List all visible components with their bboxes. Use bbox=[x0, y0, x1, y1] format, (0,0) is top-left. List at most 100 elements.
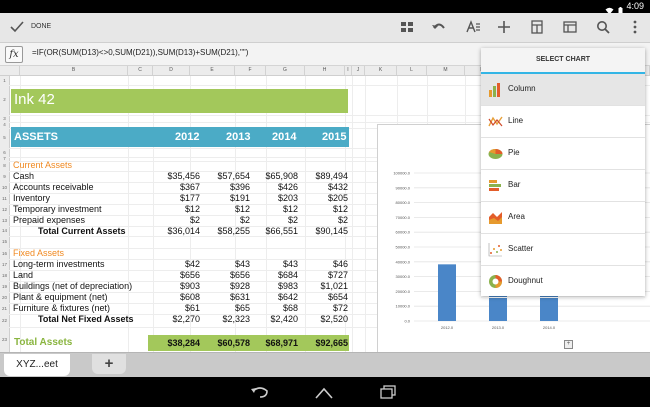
text-format-icon[interactable] bbox=[464, 18, 482, 36]
row-header-cell[interactable]: 2 bbox=[0, 85, 10, 115]
row-header-cell[interactable]: 7 bbox=[0, 156, 10, 161]
y-tick-label: 10000.0 bbox=[396, 304, 411, 309]
chart-option-area[interactable]: Area bbox=[481, 202, 645, 234]
row-header-cell[interactable]: 11 bbox=[0, 193, 10, 204]
chart-option-line[interactable]: Line bbox=[481, 106, 645, 138]
total-assets-band[interactable] bbox=[148, 335, 349, 351]
chart-bar[interactable] bbox=[438, 264, 456, 321]
asset-value: $983 bbox=[277, 281, 298, 291]
cell-format-icon[interactable] bbox=[398, 18, 416, 36]
recent-apps-icon[interactable] bbox=[380, 385, 396, 399]
asset-value: $205 bbox=[327, 193, 348, 203]
row-header-cell[interactable]: 20 bbox=[0, 292, 10, 303]
column-header-cell[interactable]: E bbox=[190, 66, 235, 75]
row-header-cell[interactable]: 6 bbox=[0, 148, 10, 157]
asset-value: $89,494 bbox=[315, 171, 348, 181]
line-chart-icon bbox=[488, 114, 503, 129]
row-header-cell[interactable]: 17 bbox=[0, 259, 10, 270]
chart-resize-handle[interactable]: + bbox=[564, 340, 573, 349]
row-header-cell[interactable]: 14 bbox=[0, 226, 10, 236]
overflow-menu-icon[interactable] bbox=[626, 18, 644, 36]
asset-value: $656 bbox=[229, 270, 250, 280]
row-header-cell[interactable]: 19 bbox=[0, 281, 10, 292]
back-icon[interactable] bbox=[250, 385, 270, 399]
asset-label: Long-term investments bbox=[13, 259, 105, 269]
asset-value: $1,021 bbox=[320, 281, 348, 291]
insert-icon[interactable] bbox=[495, 18, 513, 36]
insert-column-icon[interactable] bbox=[528, 18, 546, 36]
column-header-cell[interactable]: B bbox=[20, 66, 128, 75]
battery-icon bbox=[618, 2, 623, 15]
chart-option-scatter[interactable]: Scatter bbox=[481, 234, 645, 266]
column-header-cell[interactable]: H bbox=[305, 66, 345, 75]
column-header-cell[interactable]: D bbox=[153, 66, 190, 75]
chart-option-doughnut[interactable]: Doughnut bbox=[481, 266, 645, 298]
chart-option-column[interactable]: Column bbox=[481, 74, 645, 106]
column-header-cell[interactable]: J bbox=[352, 66, 365, 75]
row-header-cell[interactable]: 8 bbox=[0, 161, 10, 171]
home-icon[interactable] bbox=[314, 386, 334, 399]
chart-option-label: Area bbox=[508, 212, 525, 221]
row-header-cell[interactable]: 4 bbox=[0, 122, 10, 128]
column-header-cell[interactable] bbox=[9, 66, 20, 75]
assets-header-row[interactable] bbox=[11, 127, 349, 147]
column-header-cell[interactable]: K bbox=[365, 66, 397, 75]
row-header-cell[interactable]: 12 bbox=[0, 204, 10, 215]
grid-column-line bbox=[266, 76, 267, 352]
row-header-cell[interactable]: 9 bbox=[0, 171, 10, 182]
y-tick-label: 20000.0 bbox=[396, 289, 411, 294]
row-header-cell[interactable]: 10 bbox=[0, 182, 10, 193]
y-tick-label: 70000.0 bbox=[396, 215, 411, 220]
add-sheet-button[interactable]: + bbox=[92, 354, 126, 374]
row-header-cell[interactable]: 21 bbox=[0, 303, 10, 314]
row-header-cell[interactable]: 15 bbox=[0, 236, 10, 248]
asset-value: $2 bbox=[189, 215, 200, 225]
grid-row-line bbox=[9, 281, 650, 282]
grid-row-line bbox=[9, 303, 650, 304]
asset-label: Prepaid expenses bbox=[13, 215, 86, 225]
formula-input[interactable]: =IF(OR(SUM(D13)<>0,SUM(D21)),SUM(D13)+SU… bbox=[32, 48, 249, 57]
row-header-cell[interactable]: 1 bbox=[0, 76, 10, 85]
row-header-cell[interactable]: 16 bbox=[0, 248, 10, 259]
column-header-cell[interactable]: F bbox=[235, 66, 266, 75]
chart-option-bar[interactable]: Bar bbox=[481, 170, 645, 202]
grid-row-line bbox=[9, 259, 650, 260]
chart-option-pie[interactable]: Pie bbox=[481, 138, 645, 170]
checkmark-icon[interactable] bbox=[8, 18, 26, 36]
column-header-cell[interactable]: G bbox=[266, 66, 305, 75]
asset-value: $72 bbox=[332, 303, 348, 313]
total-assets-label: Total Assets bbox=[14, 337, 73, 348]
column-header-cell[interactable]: L bbox=[397, 66, 427, 75]
asset-value: $928 bbox=[229, 281, 250, 291]
x-tick-label: 2013.0 bbox=[492, 325, 505, 330]
row-header-cell[interactable]: 13 bbox=[0, 215, 10, 226]
action-bar: DONE bbox=[0, 13, 650, 43]
column-header-cell[interactable]: M bbox=[427, 66, 465, 75]
subtotal-value: $2,270 bbox=[172, 314, 200, 324]
asset-value: $12 bbox=[234, 204, 250, 214]
search-icon[interactable] bbox=[594, 18, 612, 36]
asset-value: $2 bbox=[337, 215, 348, 225]
done-button[interactable]: DONE bbox=[31, 23, 52, 30]
undo-icon[interactable] bbox=[430, 18, 448, 36]
row-header-cell[interactable]: 3 bbox=[0, 115, 10, 122]
row-header-cell[interactable]: 18 bbox=[0, 270, 10, 281]
sheet-tab[interactable]: XYZ...eet bbox=[4, 354, 70, 376]
row-header-cell[interactable]: 23 bbox=[0, 327, 10, 352]
x-tick-label: 2012.0 bbox=[441, 325, 454, 330]
y-tick-label: 50000.0 bbox=[396, 245, 411, 250]
column-header-cell[interactable]: I bbox=[345, 66, 352, 75]
pie-chart-icon bbox=[488, 146, 503, 161]
sheet-icon[interactable] bbox=[561, 18, 579, 36]
asset-label: Land bbox=[13, 270, 34, 280]
row-header-cell[interactable]: 5 bbox=[0, 128, 10, 148]
subtotal-label: Total Net Fixed Assets bbox=[38, 314, 134, 324]
grid-row-line bbox=[9, 215, 650, 216]
title-cell[interactable] bbox=[11, 89, 348, 113]
column-header-cell[interactable]: C bbox=[128, 66, 153, 75]
grid-row-line bbox=[9, 171, 650, 172]
function-button[interactable]: fx bbox=[5, 46, 23, 63]
grid-column-line bbox=[190, 76, 191, 352]
menu-accent-line bbox=[481, 72, 645, 74]
row-header-cell[interactable]: 22 bbox=[0, 314, 10, 327]
